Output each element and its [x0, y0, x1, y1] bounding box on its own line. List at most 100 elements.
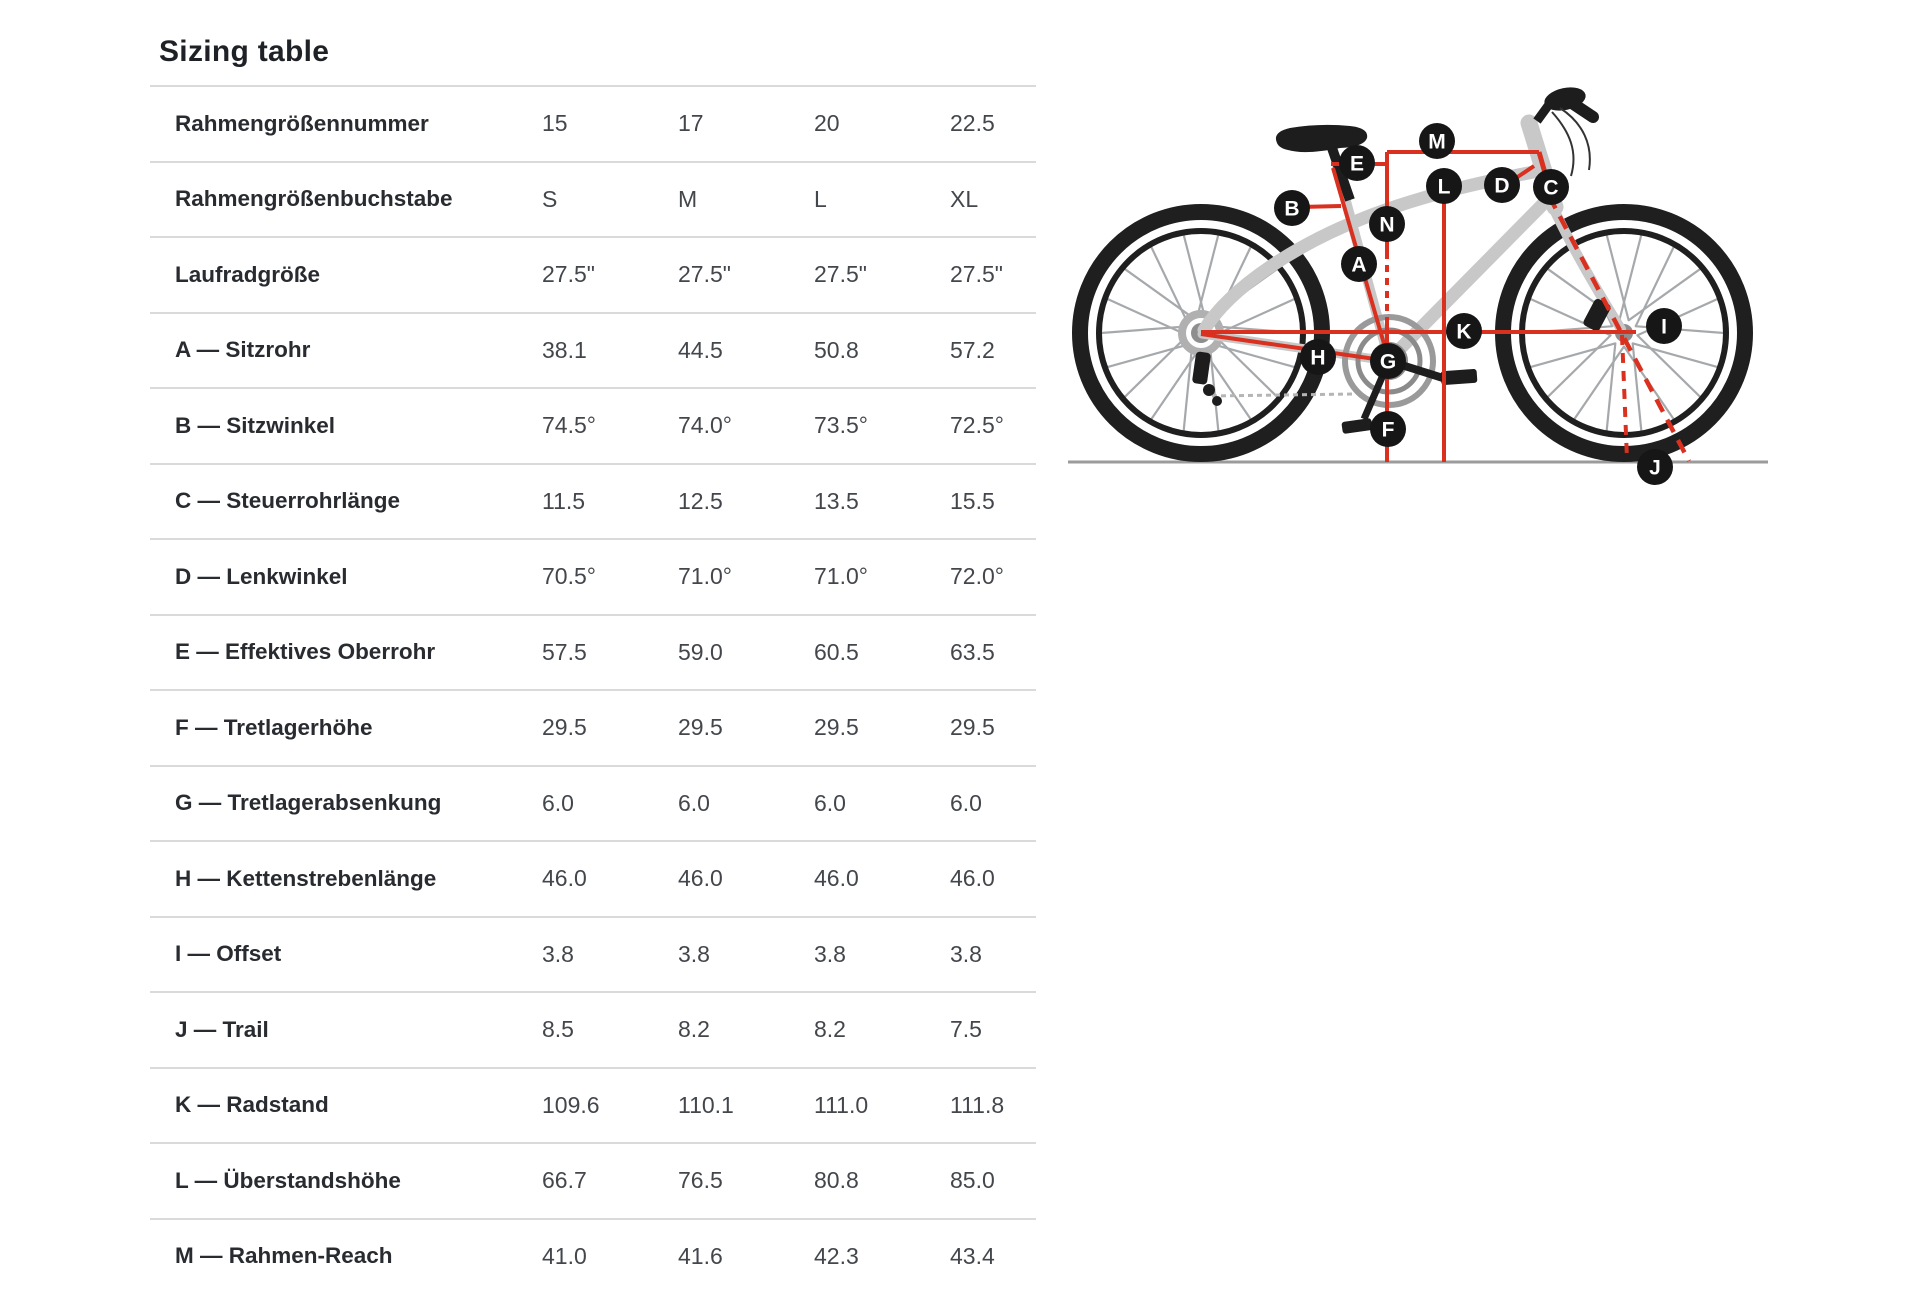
row-value: 8.5: [542, 1016, 678, 1043]
row-value: 6.0: [950, 790, 1036, 817]
row-value: 15.5: [950, 488, 1036, 515]
row-value: S: [542, 186, 678, 213]
row-value: 29.5: [814, 714, 950, 741]
svg-text:C: C: [1543, 177, 1558, 200]
row-label: F — Tretlagerhöhe: [175, 715, 542, 741]
row-value: 29.5: [950, 714, 1036, 741]
row-value: 6.0: [678, 790, 814, 817]
sizing-table: Rahmengrößennummer 15 17 20 22.5 Rahmeng…: [150, 85, 1036, 1293]
row-value: 50.8: [814, 337, 950, 364]
table-row: F — Tretlagerhöhe 29.5 29.5 29.5 29.5: [150, 689, 1036, 765]
svg-text:H: H: [1310, 347, 1325, 370]
row-value: L: [814, 186, 950, 213]
row-label: B — Sitzwinkel: [175, 413, 542, 439]
spoke: [1151, 346, 1201, 420]
row-value: 27.5": [678, 261, 814, 288]
row-value: 111.8: [950, 1092, 1036, 1119]
derailleur-pulley-2: [1212, 396, 1222, 406]
spoke: [1574, 346, 1624, 420]
row-label: M — Rahmen-Reach: [175, 1243, 542, 1269]
brake-cable-2: [1552, 112, 1574, 176]
svg-text:B: B: [1284, 198, 1299, 221]
svg-text:M: M: [1428, 131, 1446, 154]
table-row: D — Lenkwinkel 70.5° 71.0° 71.0° 72.0°: [150, 538, 1036, 614]
table-row: H — Kettenstrebenlänge 46.0 46.0 46.0 46…: [150, 840, 1036, 916]
svg-text:N: N: [1379, 214, 1394, 237]
row-label: A — Sitzrohr: [175, 337, 542, 363]
table-row: Rahmengrößenbuchstabe S M L XL: [150, 161, 1036, 237]
row-value: 60.5: [814, 639, 950, 666]
row-value: 57.5: [542, 639, 678, 666]
handlebar-grip: [1572, 103, 1593, 117]
row-value: 3.8: [542, 941, 678, 968]
table-row: Laufradgröße 27.5" 27.5" 27.5" 27.5": [150, 236, 1036, 312]
row-value: 13.5: [814, 488, 950, 515]
row-value: 71.0°: [678, 563, 814, 590]
diagram-label-M: M: [1419, 123, 1455, 159]
row-value: 3.8: [678, 941, 814, 968]
svg-text:D: D: [1494, 175, 1509, 198]
row-value: 3.8: [814, 941, 950, 968]
row-value: 7.5: [950, 1016, 1036, 1043]
table-row: A — Sitzrohr 38.1 44.5 50.8 57.2: [150, 312, 1036, 388]
row-value: 12.5: [678, 488, 814, 515]
pedal-left: [1341, 418, 1372, 434]
spoke: [1637, 335, 1701, 397]
row-value: 11.5: [542, 488, 678, 515]
spoke: [1184, 235, 1206, 321]
row-value: 57.2: [950, 337, 1036, 364]
table-row: M — Rahmen-Reach 41.0 41.6 42.3 43.4: [150, 1218, 1036, 1293]
front-axle-vertical-dashed: [1622, 335, 1627, 459]
row-value: 46.0: [814, 865, 950, 892]
row-value: 29.5: [678, 714, 814, 741]
row-value: 29.5: [542, 714, 678, 741]
row-value: 6.0: [814, 790, 950, 817]
row-value: 76.5: [678, 1167, 814, 1194]
row-value: 43.4: [950, 1243, 1036, 1270]
spoke: [1632, 343, 1718, 367]
table-row: C — Steuerrohrlänge 11.5 12.5 13.5 15.5: [150, 463, 1036, 539]
row-value: 80.8: [814, 1167, 950, 1194]
row-value: 59.0: [678, 639, 814, 666]
diagram-label-B: B: [1274, 190, 1310, 226]
row-value: 66.7: [542, 1167, 678, 1194]
row-label: D — Lenkwinkel: [175, 564, 542, 590]
row-value: 74.5°: [542, 412, 678, 439]
spoke: [1547, 335, 1611, 397]
row-value: 72.5°: [950, 412, 1036, 439]
spoke: [1607, 343, 1616, 432]
diagram-label-G: G: [1370, 343, 1406, 379]
diagram-label-E: E: [1339, 145, 1375, 181]
spoke: [1124, 269, 1197, 321]
diagram-label-H: H: [1300, 339, 1336, 375]
spoke: [1633, 343, 1642, 432]
row-value: 110.1: [678, 1092, 814, 1119]
diagram-label-K: K: [1446, 313, 1482, 349]
row-value: 111.0: [814, 1092, 950, 1119]
diagram-label-C: C: [1533, 169, 1569, 205]
row-value: 46.0: [950, 865, 1036, 892]
row-label: Rahmengrößennummer: [175, 111, 542, 137]
spoke: [1151, 246, 1190, 326]
spoke: [1184, 343, 1193, 432]
row-value: 72.0°: [950, 563, 1036, 590]
table-row: Rahmengrößennummer 15 17 20 22.5: [150, 85, 1036, 161]
table-row: K — Radstand 109.6 110.1 111.0 111.8: [150, 1067, 1036, 1143]
diagram-label-L: L: [1426, 168, 1462, 204]
row-value: 8.2: [814, 1016, 950, 1043]
row-value: 8.2: [678, 1016, 814, 1043]
svg-text:A: A: [1351, 254, 1366, 277]
row-value: 20: [814, 110, 950, 137]
row-label: H — Kettenstrebenlänge: [175, 866, 542, 892]
row-value: 109.6: [542, 1092, 678, 1119]
row-value: 41.6: [678, 1243, 814, 1270]
row-label: L — Überstandshöhe: [175, 1168, 542, 1194]
row-value: M: [678, 186, 814, 213]
row-value: 73.5°: [814, 412, 950, 439]
svg-text:I: I: [1661, 316, 1667, 339]
diagram-label-J: J: [1637, 449, 1673, 485]
row-value: 44.5: [678, 337, 814, 364]
table-row: G — Tretlagerabsenkung 6.0 6.0 6.0 6.0: [150, 765, 1036, 841]
row-value: 22.5: [950, 110, 1036, 137]
svg-text:L: L: [1438, 176, 1451, 199]
